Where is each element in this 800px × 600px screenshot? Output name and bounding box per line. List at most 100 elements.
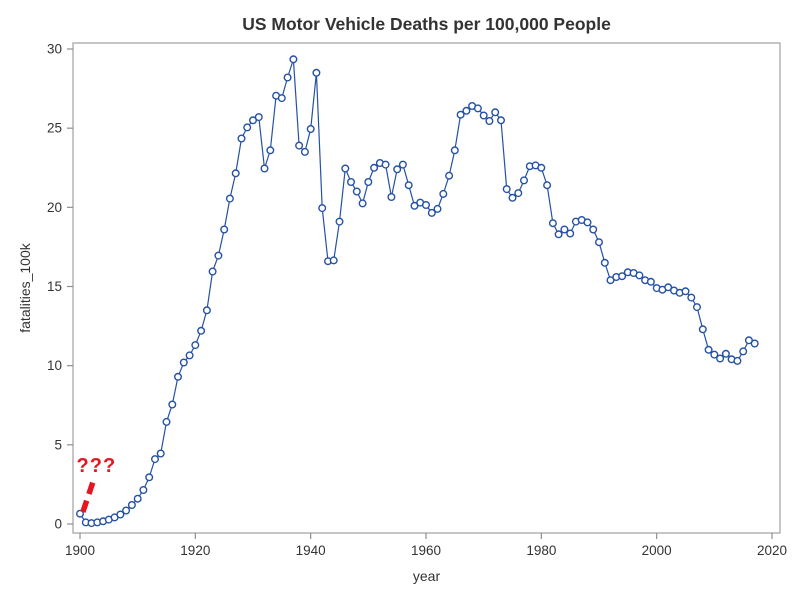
data-point-1955 [393, 165, 402, 174]
data-point-1925 [220, 225, 229, 234]
data-point-1910 [133, 494, 142, 503]
data-point-1963 [439, 189, 448, 198]
x-axis-label: year [413, 568, 441, 584]
y-tick-label: 30 [47, 42, 62, 57]
data-point-1937 [289, 55, 298, 64]
data-point-1907 [116, 510, 125, 519]
data-point-1921 [197, 326, 206, 335]
data-point-1926 [225, 194, 234, 203]
y-axis-label: fatalities_100k [17, 242, 33, 333]
data-point-2009 [704, 345, 713, 354]
data-point-1942 [318, 204, 327, 213]
data-point-1992 [606, 276, 615, 285]
data-point-2015 [739, 347, 748, 356]
x-tick-label: 1940 [296, 543, 326, 558]
data-point-1997 [635, 271, 644, 280]
data-point-2012 [721, 349, 730, 358]
data-point-1969 [473, 104, 482, 113]
data-point-1964 [445, 171, 454, 180]
data-point-1920 [191, 341, 200, 350]
data-point-1923 [208, 267, 217, 276]
data-point-2007 [693, 303, 702, 312]
data-point-1966 [456, 110, 465, 119]
data-point-1945 [335, 217, 344, 226]
data-point-2008 [698, 325, 707, 334]
data-point-2010 [710, 350, 719, 359]
x-tick-label: 2000 [642, 543, 672, 558]
data-point-1911 [139, 486, 148, 495]
data-point-1924 [214, 251, 223, 260]
data-point-1977 [520, 176, 529, 185]
data-point-1939 [300, 147, 309, 156]
data-point-1916 [168, 400, 177, 409]
y-axis-ticks: 0 5 10 15 20 25 30 [47, 42, 73, 532]
data-point-1915 [162, 417, 171, 426]
data-point-1999 [646, 277, 655, 286]
data-point-1912 [145, 473, 154, 482]
data-point-1948 [352, 187, 361, 196]
data-point-1947 [347, 177, 356, 186]
series-polyline [79, 59, 755, 524]
data-point-2017 [750, 339, 759, 348]
data-point-1918 [179, 358, 188, 367]
data-point-1917 [173, 372, 182, 381]
x-tick-label: 2020 [757, 543, 787, 558]
data-series [75, 55, 759, 528]
data-point-1957 [404, 181, 413, 190]
data-point-1938 [295, 141, 304, 150]
data-point-1974 [502, 185, 511, 194]
data-point-1975 [508, 193, 517, 202]
data-point-1994 [618, 272, 627, 281]
data-point-1909 [127, 501, 136, 510]
data-point-1982 [548, 219, 557, 228]
data-point-1989 [589, 225, 598, 234]
x-tick-label: 1900 [65, 543, 95, 558]
data-point-1944 [329, 256, 338, 265]
annotation-question-marks: ??? [77, 455, 117, 477]
data-point-1965 [450, 146, 459, 155]
data-point-1908 [122, 506, 131, 515]
data-point-1990 [595, 238, 604, 247]
data-point-1900 [75, 509, 84, 518]
data-point-1913 [150, 455, 159, 464]
data-point-1960 [422, 200, 431, 209]
x-axis-ticks: 1900 1920 1940 1960 1980 2000 2020 [65, 533, 787, 558]
data-point-1988 [583, 218, 592, 227]
y-tick-label: 25 [47, 121, 62, 136]
data-point-1971 [485, 116, 494, 125]
data-point-1933 [266, 146, 275, 155]
data-point-2014 [733, 356, 742, 365]
data-point-1973 [497, 116, 506, 125]
data-point-1946 [341, 164, 350, 173]
y-tick-label: 20 [47, 200, 62, 215]
data-point-1949 [358, 199, 367, 208]
data-point-1935 [277, 94, 286, 103]
data-point-1976 [514, 189, 523, 198]
data-point-1961 [427, 208, 436, 217]
x-tick-label: 1920 [180, 543, 210, 558]
data-point-1932 [260, 164, 269, 173]
y-tick-label: 15 [47, 279, 62, 294]
data-point-1981 [543, 181, 552, 190]
data-point-1940 [306, 124, 315, 133]
data-point-1967 [462, 106, 471, 115]
data-point-1927 [231, 169, 240, 178]
data-point-1970 [479, 111, 488, 120]
y-tick-label: 10 [47, 358, 62, 373]
data-point-1941 [312, 68, 321, 77]
data-point-1929 [243, 123, 252, 132]
data-point-1962 [433, 204, 442, 213]
data-point-1919 [185, 351, 194, 360]
data-point-2002 [664, 283, 673, 292]
data-point-2006 [687, 293, 696, 302]
data-point-1991 [600, 258, 609, 267]
data-point-1922 [202, 306, 211, 315]
data-point-1983 [554, 230, 563, 239]
data-point-2005 [681, 287, 690, 296]
y-tick-label: 0 [54, 517, 62, 532]
data-point-1931 [254, 113, 263, 122]
data-point-1936 [283, 73, 292, 82]
annotation-group: ??? [77, 455, 117, 513]
